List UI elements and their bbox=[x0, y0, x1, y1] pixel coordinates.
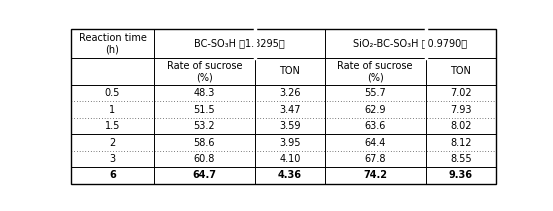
Text: 8.12: 8.12 bbox=[450, 138, 472, 147]
Text: 8.55: 8.55 bbox=[450, 154, 472, 164]
Text: 64.7: 64.7 bbox=[192, 170, 216, 180]
Text: 2: 2 bbox=[109, 138, 116, 147]
Text: 67.8: 67.8 bbox=[364, 154, 386, 164]
Text: 4.36: 4.36 bbox=[278, 170, 302, 180]
Text: 64.4: 64.4 bbox=[364, 138, 386, 147]
Text: 58.6: 58.6 bbox=[194, 138, 215, 147]
Text: 1: 1 bbox=[109, 105, 116, 115]
Text: Reaction time
(h): Reaction time (h) bbox=[79, 33, 147, 54]
Text: 6: 6 bbox=[109, 170, 116, 180]
Text: Rate of sucrose
(%): Rate of sucrose (%) bbox=[166, 61, 242, 82]
Text: 62.9: 62.9 bbox=[364, 105, 386, 115]
Text: 3.47: 3.47 bbox=[279, 105, 300, 115]
Text: 7.93: 7.93 bbox=[450, 105, 472, 115]
Text: 60.8: 60.8 bbox=[194, 154, 215, 164]
Text: 51.5: 51.5 bbox=[194, 105, 215, 115]
Text: Rate of sucrose
(%): Rate of sucrose (%) bbox=[337, 61, 413, 82]
Text: 3: 3 bbox=[109, 154, 116, 164]
Text: 7.02: 7.02 bbox=[450, 88, 472, 98]
Text: 55.7: 55.7 bbox=[364, 88, 386, 98]
Text: 74.2: 74.2 bbox=[363, 170, 387, 180]
Text: 3.59: 3.59 bbox=[279, 121, 300, 131]
Text: 8.02: 8.02 bbox=[450, 121, 472, 131]
Text: 1.5: 1.5 bbox=[105, 121, 120, 131]
Text: 63.6: 63.6 bbox=[364, 121, 386, 131]
Text: 53.2: 53.2 bbox=[194, 121, 215, 131]
Text: TON: TON bbox=[279, 66, 300, 76]
Text: 48.3: 48.3 bbox=[194, 88, 215, 98]
Text: 4.10: 4.10 bbox=[279, 154, 300, 164]
Text: 9.36: 9.36 bbox=[448, 170, 473, 180]
Text: SiO₂-BC-SO₃H （0.9790）: SiO₂-BC-SO₃H （0.9790） bbox=[353, 39, 467, 49]
Text: BC-SO₃H （1.8295）: BC-SO₃H （1.8295） bbox=[194, 39, 285, 49]
Text: 3.95: 3.95 bbox=[279, 138, 300, 147]
Text: 3.26: 3.26 bbox=[279, 88, 300, 98]
Text: TON: TON bbox=[450, 66, 471, 76]
Text: 0.5: 0.5 bbox=[105, 88, 120, 98]
